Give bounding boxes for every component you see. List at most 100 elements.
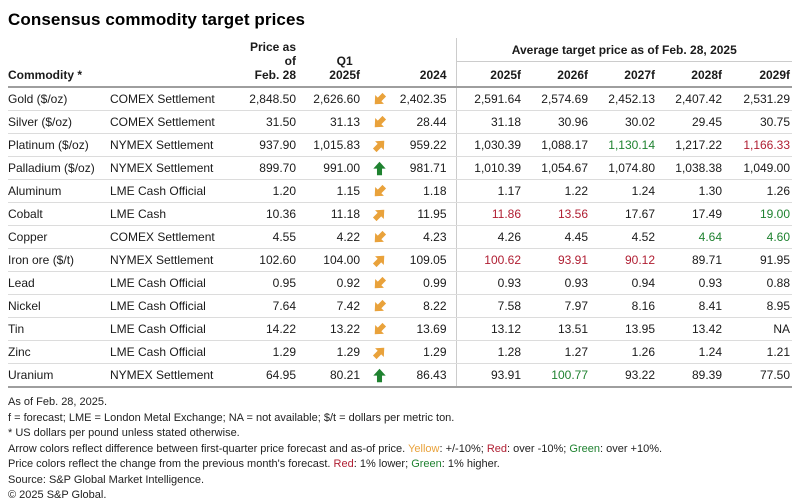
target-price-value: 17.49 xyxy=(657,202,724,226)
target-price-value: NA xyxy=(724,317,793,341)
table-row: Tin LME Cash Official 14.22 13.22 13.69 … xyxy=(8,317,793,341)
table-header: Commodity * Price as of Feb. 28 Q1 2025f… xyxy=(8,38,793,89)
q1-forecast-value: 7.42 xyxy=(304,294,370,318)
year-2024-value: 11.95 xyxy=(396,202,456,226)
target-price-value: 31.18 xyxy=(455,110,523,134)
column-header-year: 2028f xyxy=(657,61,724,89)
trend-arrow-icon xyxy=(372,253,387,268)
exchange-name: LME Cash Official xyxy=(110,294,238,318)
table-row: Gold ($/oz) COMEX Settlement 2,848.50 2,… xyxy=(8,87,793,111)
target-price-value: 4.64 xyxy=(657,225,724,249)
target-price-value: 7.97 xyxy=(523,294,590,318)
footnote-line: Arrow colors reflect difference between … xyxy=(8,442,792,458)
table-row: Lead LME Cash Official 0.95 0.92 0.99 0.… xyxy=(8,271,793,295)
column-header-price-as-of: Price as of Feb. 28 xyxy=(238,38,304,88)
target-price-value: 1.24 xyxy=(657,340,724,364)
exchange-name: LME Cash Official xyxy=(110,340,238,364)
commodity-name: Platinum ($/oz) xyxy=(8,133,110,157)
price-as-of-value: 10.36 xyxy=(238,202,304,226)
target-price-value: 1,049.00 xyxy=(724,156,793,180)
exchange-name: LME Cash Official xyxy=(110,271,238,295)
target-price-value: 8.95 xyxy=(724,294,793,318)
trend-arrow-icon xyxy=(372,345,387,360)
footnote-segment: As of Feb. 28, 2025. xyxy=(8,396,108,408)
q1-forecast-value: 1.29 xyxy=(304,340,370,364)
target-price-value: 1.17 xyxy=(455,179,523,203)
exchange-name: NYMEX Settlement xyxy=(110,156,238,180)
report-page: Consensus commodity target prices Commod… xyxy=(8,10,793,501)
target-price-value: 2,407.42 xyxy=(657,87,724,111)
trend-arrow-cell xyxy=(370,248,396,272)
target-price-value: 13.42 xyxy=(657,317,724,341)
year-2024-value: 981.71 xyxy=(396,156,456,180)
column-header-year: 2029f xyxy=(724,61,793,89)
column-header-arrow-spacer xyxy=(370,38,396,88)
column-header-commodity: Commodity * xyxy=(8,38,110,88)
exchange-name: LME Cash Official xyxy=(110,317,238,341)
trend-arrow-icon xyxy=(372,299,387,314)
target-price-value: 1,010.39 xyxy=(455,156,523,180)
price-as-of-value: 64.95 xyxy=(238,363,304,388)
target-price-value: 30.75 xyxy=(724,110,793,134)
target-price-value: 2,591.64 xyxy=(455,87,523,111)
target-price-value: 1,130.14 xyxy=(590,133,657,157)
table-row: Palladium ($/oz) NYMEX Settlement 899.70… xyxy=(8,156,793,180)
table-row: Iron ore ($/t) NYMEX Settlement 102.60 1… xyxy=(8,248,793,272)
commodity-name: Nickel xyxy=(8,294,110,318)
year-2024-value: 4.23 xyxy=(396,225,456,249)
exchange-name: NYMEX Settlement xyxy=(110,363,238,388)
footnote-segment: * US dollars per pound unless stated oth… xyxy=(8,427,240,439)
target-price-value: 1,166.33 xyxy=(724,133,793,157)
target-price-value: 1.26 xyxy=(724,179,793,203)
footnote-segment: : +/-10%; xyxy=(439,442,487,455)
exchange-name: LME Cash xyxy=(110,202,238,226)
footnote-line: * US dollars per pound unless stated oth… xyxy=(8,426,792,442)
target-price-value: 93.91 xyxy=(455,363,523,388)
column-header-2024: 2024 xyxy=(396,38,456,88)
commodity-table: Commodity * Price as of Feb. 28 Q1 2025f… xyxy=(8,38,793,388)
column-header-exchange xyxy=(110,38,238,88)
target-price-value: 13.56 xyxy=(523,202,590,226)
price-as-of-value: 7.64 xyxy=(238,294,304,318)
footnote-segment: Price colors reflect the change from the… xyxy=(8,458,334,470)
target-price-value: 1,030.39 xyxy=(455,133,523,157)
target-price-value: 93.91 xyxy=(523,248,590,272)
target-price-value: 1.21 xyxy=(724,340,793,364)
commodity-name: Aluminum xyxy=(8,179,110,203)
target-price-value: 1.30 xyxy=(657,179,724,203)
year-2024-value: 28.44 xyxy=(396,110,456,134)
trend-arrow-cell xyxy=(370,202,396,226)
price-as-of-value: 2,848.50 xyxy=(238,87,304,111)
target-price-value: 77.50 xyxy=(724,363,793,388)
q1-forecast-value: 11.18 xyxy=(304,202,370,226)
target-price-value: 91.95 xyxy=(724,248,793,272)
target-price-value: 13.12 xyxy=(455,317,523,341)
target-price-value: 1,054.67 xyxy=(523,156,590,180)
trend-arrow-cell xyxy=(370,340,396,364)
trend-arrow-icon xyxy=(372,276,387,291)
table-row: Silver ($/oz) COMEX Settlement 31.50 31.… xyxy=(8,110,793,134)
year-2024-value: 959.22 xyxy=(396,133,456,157)
target-price-value: 30.02 xyxy=(590,110,657,134)
target-price-value: 1.27 xyxy=(523,340,590,364)
table-row: Copper COMEX Settlement 4.55 4.22 4.23 4… xyxy=(8,225,793,249)
target-price-value: 2,531.29 xyxy=(724,87,793,111)
q1-forecast-value: 1,015.83 xyxy=(304,133,370,157)
trend-arrow-icon xyxy=(372,138,387,153)
table-row: Aluminum LME Cash Official 1.20 1.15 1.1… xyxy=(8,179,793,203)
target-price-value: 4.45 xyxy=(523,225,590,249)
target-price-value: 13.95 xyxy=(590,317,657,341)
footnote-line: f = forecast; LME = London Metal Exchang… xyxy=(8,411,792,427)
target-price-value: 2,452.13 xyxy=(590,87,657,111)
target-price-value: 89.39 xyxy=(657,363,724,388)
trend-arrow-cell xyxy=(370,133,396,157)
trend-arrow-cell xyxy=(370,271,396,295)
target-price-value: 4.26 xyxy=(455,225,523,249)
table-row: Cobalt LME Cash 10.36 11.18 11.95 11.86 1… xyxy=(8,202,793,226)
footnote-segment: Source: S&P Global Market Intelligence. xyxy=(8,473,205,486)
q1-forecast-value: 4.22 xyxy=(304,225,370,249)
footnote-segment: Arrow colors reflect difference between … xyxy=(8,442,409,455)
target-price-value: 2,574.69 xyxy=(523,87,590,111)
exchange-name: NYMEX Settlement xyxy=(110,133,238,157)
q1-forecast-value: 1.15 xyxy=(304,179,370,203)
